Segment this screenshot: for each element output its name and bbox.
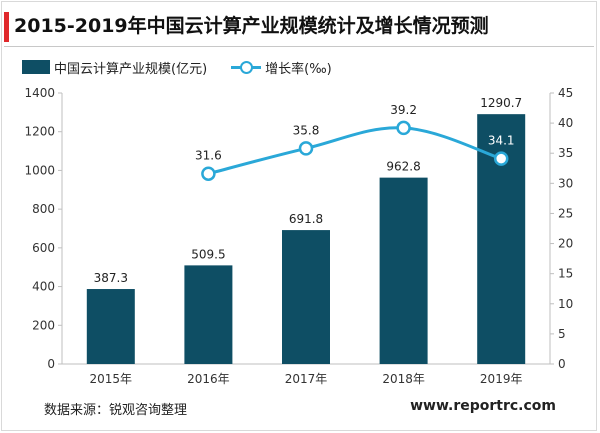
bar-data-label: 962.8: [386, 160, 420, 174]
title-divider: [4, 46, 594, 47]
y-right-tick-label: 40: [558, 116, 573, 130]
legend-bar-label: 中国云计算产业规模(亿元): [54, 61, 208, 77]
bar: [282, 230, 330, 364]
title-accent-bar: [4, 12, 9, 42]
legend-line-label: 增长率(‰): [265, 61, 332, 77]
line-data-label: 34.1: [488, 134, 515, 148]
chart-legend: 中国云计算产业规模(亿元) 增长率(‰): [22, 57, 332, 77]
growth-rate-line: [208, 126, 502, 176]
x-tick-label: 2019年: [480, 372, 523, 386]
y-right-tick-label: 25: [558, 206, 573, 220]
y-left-tick-label: 600: [32, 241, 55, 255]
y-left-tick-label: 1200: [24, 125, 55, 139]
bar: [86, 289, 135, 364]
bar-data-label: 387.3: [94, 271, 128, 285]
bar-data-label: 1290.7: [480, 96, 522, 110]
bar: [184, 265, 233, 364]
y-left-tick-label: 800: [32, 202, 55, 216]
website-url: www.reportrc.com: [410, 398, 556, 414]
bar-data-label: 509.5: [191, 247, 225, 261]
y-right-tick-label: 10: [558, 297, 573, 311]
x-tick-label: 2018年: [382, 372, 425, 386]
line-point: [298, 141, 314, 156]
y-left-tick-label: 0: [47, 357, 55, 371]
legend-line-swatch: [231, 60, 262, 74]
line-data-label: 31.6: [195, 149, 222, 163]
x-tick-label: 2015年: [90, 372, 133, 386]
y-right-tick-label: 15: [558, 267, 573, 281]
y-right-tick-label: 20: [558, 237, 573, 251]
y-left-tick-label: 1400: [24, 86, 55, 100]
legend-bar-swatch: [22, 60, 50, 74]
bar: [379, 177, 428, 364]
line-point: [493, 151, 509, 166]
y-left-tick-label: 400: [32, 280, 55, 294]
y-right-tick-label: 30: [558, 176, 573, 190]
x-tick-label: 2016年: [187, 372, 230, 386]
x-tick-label: 2017年: [285, 372, 328, 386]
chart-title: 2015-2019年中国云计算产业规模统计及增长情况预测: [14, 15, 489, 37]
data-source-note: 数据来源：锐观咨询整理: [44, 403, 188, 418]
line-data-label: 39.2: [390, 103, 417, 117]
line-point: [396, 120, 411, 136]
y-left-tick-label: 1000: [24, 163, 55, 177]
line-point: [201, 166, 216, 181]
bar-data-label: 691.8: [289, 212, 323, 226]
y-left-tick-label: 200: [32, 318, 55, 332]
y-right-tick-label: 0: [558, 357, 566, 371]
y-right-tick-label: 45: [558, 86, 573, 100]
y-right-tick-label: 35: [558, 146, 573, 160]
y-right-tick-label: 5: [558, 327, 566, 341]
line-data-label: 35.8: [293, 123, 320, 137]
